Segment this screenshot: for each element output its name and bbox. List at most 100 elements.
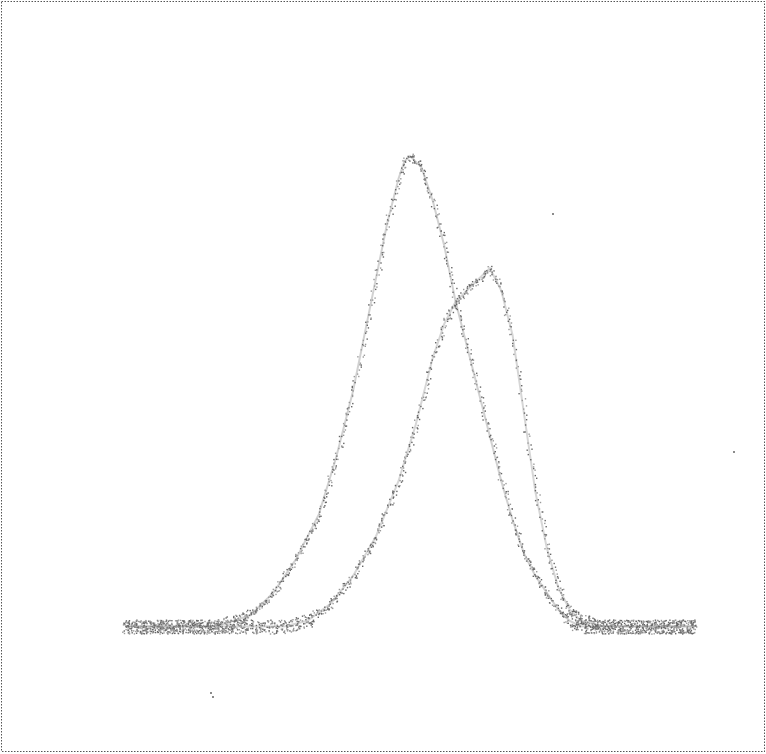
series-point: [639, 620, 641, 622]
series-point: [443, 335, 445, 337]
series-point: [341, 445, 343, 447]
series-point: [194, 631, 197, 633]
series-point: [355, 575, 358, 577]
series-point: [665, 624, 668, 627]
series-point: [562, 615, 564, 617]
series-point: [430, 362, 432, 364]
speck: [552, 213, 554, 215]
series-point: [523, 554, 525, 556]
series-point: [600, 625, 602, 627]
series-point: [253, 632, 255, 635]
series-point: [532, 569, 534, 571]
series-point: [552, 600, 554, 602]
series-point: [286, 568, 288, 571]
series-point: [382, 256, 385, 258]
series-point: [688, 622, 690, 624]
series-point: [431, 359, 433, 361]
series-point: [460, 319, 463, 321]
series-point: [157, 629, 160, 631]
series-point: [470, 283, 473, 285]
series-point: [482, 280, 484, 282]
series-point: [316, 611, 319, 614]
series-point: [508, 498, 510, 500]
series-point: [619, 632, 622, 635]
series-point: [402, 169, 404, 171]
series-point: [658, 627, 660, 629]
series-point: [548, 602, 551, 604]
series-point: [620, 632, 623, 634]
series-point: [263, 629, 265, 632]
series-point: [582, 621, 584, 623]
series-point: [425, 396, 427, 398]
series-point: [286, 624, 288, 626]
series-point: [642, 629, 645, 631]
series-point: [647, 620, 650, 622]
series-point: [374, 537, 377, 539]
series-point: [346, 586, 349, 589]
series-point: [426, 392, 428, 394]
series-point: [534, 483, 537, 486]
series-point: [370, 299, 372, 301]
series-point: [246, 619, 249, 622]
speck: [733, 451, 735, 453]
series-point: [169, 632, 171, 634]
series-point: [455, 307, 457, 310]
series-point: [381, 520, 383, 522]
series-point: [650, 620, 652, 623]
series-point: [352, 380, 354, 382]
series-point: [357, 563, 360, 565]
series-point: [229, 621, 231, 624]
series-point: [208, 622, 210, 624]
series-point: [656, 619, 659, 622]
series-point: [492, 279, 495, 281]
series-point: [297, 628, 299, 631]
series-point: [238, 619, 240, 621]
series-point: [213, 622, 216, 624]
series-point: [255, 610, 257, 612]
series-point: [246, 616, 249, 618]
series-point: [495, 280, 497, 283]
series-point: [602, 627, 605, 629]
series-point: [256, 632, 259, 634]
series-point: [519, 375, 521, 377]
series-point: [512, 342, 514, 345]
series-point: [470, 349, 472, 351]
series-point: [217, 627, 220, 629]
series-point: [430, 378, 432, 380]
series-point: [142, 632, 144, 635]
series-point: [575, 610, 578, 612]
series-point: [373, 537, 376, 539]
series-point: [251, 620, 254, 622]
series-point: [441, 337, 444, 339]
series-point: [571, 610, 574, 613]
series-point: [309, 530, 311, 532]
series-point: [162, 621, 165, 624]
series-point: [515, 531, 518, 533]
series-point: [680, 630, 683, 632]
series-point: [609, 628, 611, 630]
series-point: [351, 576, 353, 579]
series-point: [386, 223, 389, 225]
series-point: [400, 467, 402, 469]
series-point: [143, 630, 145, 632]
series-point: [420, 405, 422, 408]
series-point: [469, 286, 471, 288]
series-point: [289, 630, 291, 632]
series-point: [239, 632, 241, 634]
series-point: [369, 314, 371, 316]
series-point: [602, 633, 604, 635]
series-point: [691, 633, 693, 635]
series-point: [372, 544, 374, 547]
series-point: [128, 620, 131, 622]
series-point: [210, 622, 212, 624]
series-point: [417, 416, 419, 419]
series-point: [567, 603, 569, 605]
series-point: [123, 632, 126, 635]
series-point: [328, 481, 330, 483]
series-point: [561, 589, 563, 591]
series-point: [325, 609, 328, 611]
series-point: [577, 622, 580, 625]
series-point: [619, 619, 621, 622]
series-point: [381, 513, 383, 515]
series-point: [272, 593, 274, 595]
